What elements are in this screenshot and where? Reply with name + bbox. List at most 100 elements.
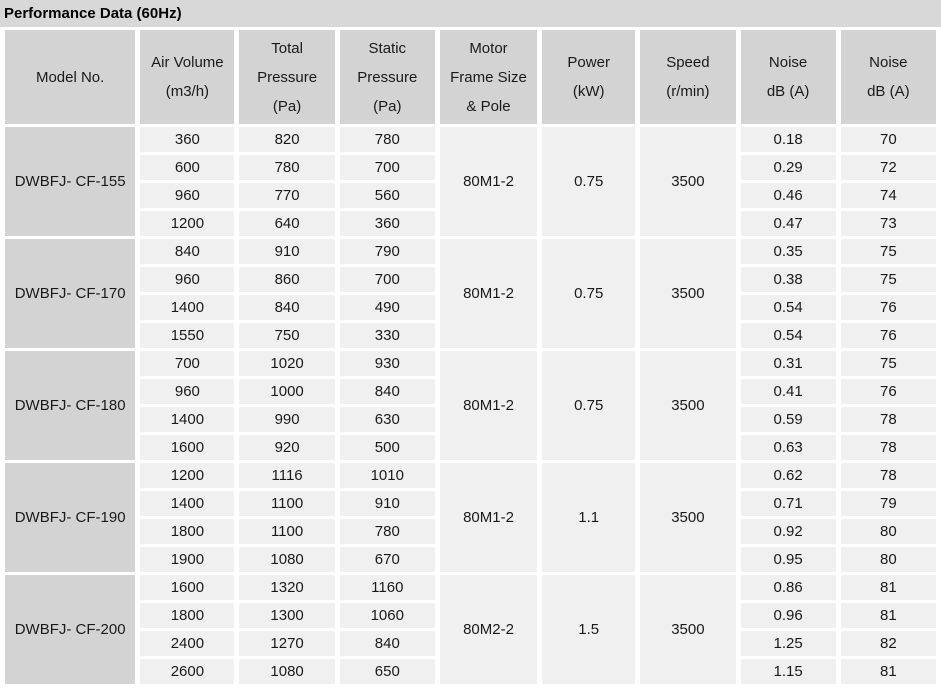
air-volume-cell: 700 (140, 351, 235, 376)
noise-2-cell: 74 (840, 183, 936, 208)
total-pressure-cell: 840 (239, 295, 335, 320)
table-row: 1400 840 490 0.54 76 (5, 295, 936, 320)
total-pressure-cell: 770 (239, 183, 335, 208)
air-volume-cell: 1400 (140, 407, 235, 432)
noise-1-cell: 0.31 (740, 351, 836, 376)
noise-2-cell: 73 (840, 211, 936, 236)
total-pressure-cell: 860 (239, 267, 335, 292)
static-pressure-cell: 560 (339, 183, 435, 208)
static-pressure-cell: 1060 (339, 603, 435, 628)
column-header-total-pressure: Total Pressure (Pa) (239, 30, 335, 124)
noise-1-cell: 0.63 (740, 435, 836, 460)
noise-1-cell: 0.62 (740, 463, 836, 488)
static-pressure-cell: 780 (339, 519, 435, 544)
motor-frame-cell: 80M1-2 (439, 463, 538, 572)
noise-1-cell: 0.18 (740, 127, 836, 152)
static-pressure-cell: 490 (339, 295, 435, 320)
total-pressure-cell: 1020 (239, 351, 335, 376)
air-volume-cell: 1200 (140, 211, 235, 236)
header-row: Model No. Air Volume (m3/h) Total Pressure… (5, 30, 936, 124)
noise-2-cell: 76 (840, 379, 936, 404)
noise-1-cell: 0.54 (740, 295, 836, 320)
air-volume-cell: 840 (140, 239, 235, 264)
power-cell: 1.1 (542, 463, 636, 572)
air-volume-cell: 1400 (140, 491, 235, 516)
motor-frame-cell: 80M1-2 (439, 127, 538, 236)
total-pressure-cell: 1320 (239, 575, 335, 600)
motor-frame-cell: 80M1-2 (439, 351, 538, 460)
column-header-air-volume: Air Volume (m3/h) (140, 30, 235, 124)
table-row: 600 780 700 0.29 72 (5, 155, 936, 180)
table-row: 960 1000 840 0.41 76 (5, 379, 936, 404)
static-pressure-cell: 790 (339, 239, 435, 264)
noise-2-cell: 76 (840, 295, 936, 320)
table-row: 2400 1270 840 1.25 82 (5, 631, 936, 656)
noise-1-cell: 0.38 (740, 267, 836, 292)
static-pressure-cell: 650 (339, 659, 435, 684)
noise-2-cell: 70 (840, 127, 936, 152)
total-pressure-cell: 1116 (239, 463, 335, 488)
total-pressure-cell: 1300 (239, 603, 335, 628)
air-volume-cell: 960 (140, 183, 235, 208)
speed-cell: 3500 (640, 127, 736, 236)
air-volume-cell: 1200 (140, 463, 235, 488)
table-row: 1550 750 330 0.54 76 (5, 323, 936, 348)
noise-1-cell: 0.47 (740, 211, 836, 236)
power-cell: 0.75 (542, 239, 636, 348)
air-volume-cell: 600 (140, 155, 235, 180)
air-volume-cell: 2600 (140, 659, 235, 684)
total-pressure-cell: 1270 (239, 631, 335, 656)
table-row: 1600 920 500 0.63 78 (5, 435, 936, 460)
static-pressure-cell: 700 (339, 267, 435, 292)
static-pressure-cell: 360 (339, 211, 435, 236)
noise-2-cell: 76 (840, 323, 936, 348)
motor-frame-cell: 80M1-2 (439, 239, 538, 348)
noise-1-cell: 0.46 (740, 183, 836, 208)
noise-2-cell: 80 (840, 519, 936, 544)
total-pressure-cell: 910 (239, 239, 335, 264)
table-row: DWBFJ- CF-190 1200 1116 1010 80M1-2 1.1 3500 0.… (5, 463, 936, 572)
speed-cell: 3500 (640, 575, 736, 684)
total-pressure-cell: 1100 (239, 519, 335, 544)
model-cell: DWBFJ- CF-190 (5, 463, 136, 572)
air-volume-cell: 1800 (140, 519, 235, 544)
total-pressure-cell: 640 (239, 211, 335, 236)
air-volume-cell: 960 (140, 379, 235, 404)
air-volume-cell: 1800 (140, 603, 235, 628)
column-header-static-pressure: Static Pressure (Pa) (339, 30, 435, 124)
static-pressure-cell: 1160 (339, 575, 435, 600)
air-volume-cell: 1550 (140, 323, 235, 348)
table-header: Model No. Air Volume (m3/h) Total Pressure… (5, 30, 936, 124)
static-pressure-cell: 910 (339, 491, 435, 516)
power-cell: 0.75 (542, 127, 636, 236)
noise-2-cell: 78 (840, 435, 936, 460)
total-pressure-cell: 990 (239, 407, 335, 432)
table-row: 960 770 560 0.46 74 (5, 183, 936, 208)
noise-2-cell: 72 (840, 155, 936, 180)
table-row: DWBFJ- CF-155 360 820 780 80M1-2 0.75 3500 0.18… (5, 127, 936, 236)
table-row: 1400 990 630 0.59 78 (5, 407, 936, 432)
table-body: DWBFJ- CF-155 360 820 780 80M1-2 0.75 3500 0.18… (5, 127, 936, 684)
noise-1-cell: 0.92 (740, 519, 836, 544)
motor-frame-cell: 80M2-2 (439, 575, 538, 684)
total-pressure-cell: 780 (239, 155, 335, 180)
model-cell: DWBFJ- CF-155 (5, 127, 136, 236)
air-volume-cell: 1900 (140, 547, 235, 572)
total-pressure-cell: 920 (239, 435, 335, 460)
air-volume-cell: 1400 (140, 295, 235, 320)
noise-1-cell: 0.54 (740, 323, 836, 348)
air-volume-cell: 2400 (140, 631, 235, 656)
table-row: 960 860 700 0.38 75 (5, 267, 936, 292)
noise-1-cell: 0.59 (740, 407, 836, 432)
column-header-motor-frame-size-pole: Motor Frame Size & Pole (439, 30, 538, 124)
noise-2-cell: 75 (840, 239, 936, 264)
column-header-model-no: Model No. (5, 30, 136, 124)
table-row: 2600 1080 650 1.15 81 (5, 659, 936, 684)
noise-2-cell: 78 (840, 407, 936, 432)
noise-2-cell: 79 (840, 491, 936, 516)
noise-1-cell: 0.29 (740, 155, 836, 180)
noise-1-cell: 0.95 (740, 547, 836, 572)
noise-2-cell: 81 (840, 575, 936, 600)
air-volume-cell: 960 (140, 267, 235, 292)
noise-2-cell: 80 (840, 547, 936, 572)
